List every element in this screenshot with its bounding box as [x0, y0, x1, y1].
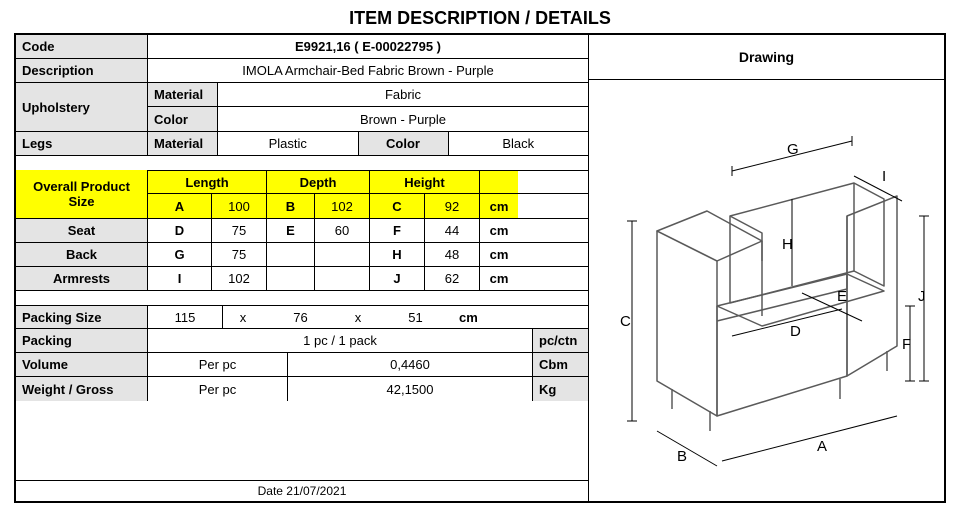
dim-G: G	[148, 243, 212, 266]
legs-mat-label: Material	[148, 132, 218, 155]
pack-x2: x	[338, 306, 378, 328]
volume-per: Per pc	[148, 353, 288, 376]
weight-value: 42,1500	[288, 377, 533, 401]
drawing-panel: Drawing	[589, 35, 944, 501]
dim-arm-label: Armrests	[16, 267, 148, 290]
date-row: Date 21/07/2021	[16, 480, 588, 501]
legs-label: Legs	[16, 132, 148, 155]
dim-D-val: 75	[212, 219, 267, 242]
dim-I: I	[148, 267, 212, 290]
uph-col-value: Brown - Purple	[218, 107, 588, 131]
svg-text:E: E	[837, 288, 847, 305]
legs-mat-value: Plastic	[218, 132, 359, 155]
svg-text:G: G	[787, 141, 799, 158]
dim-F: F	[370, 219, 425, 242]
svg-text:C: C	[620, 313, 631, 330]
dimension-table: Length Depth Height Overall Product Size…	[16, 170, 588, 291]
svg-text:H: H	[782, 236, 793, 253]
packing-unit: pc/ctn	[533, 329, 588, 352]
dim-E-val: 60	[315, 219, 370, 242]
svg-text:A: A	[817, 438, 827, 455]
dim-C: C	[370, 194, 425, 218]
pack-x1: x	[223, 306, 263, 328]
pack-H: 51	[378, 306, 453, 328]
dim-blank-1	[267, 243, 315, 266]
dim-unit-3: cm	[480, 243, 518, 266]
dim-blank-2	[315, 243, 370, 266]
dim-blank-3	[267, 267, 315, 290]
dim-I-val: 102	[212, 267, 267, 290]
dim-J-val: 62	[425, 267, 480, 290]
dim-G-val: 75	[212, 243, 267, 266]
legs-col-value: Black	[449, 132, 589, 155]
spec-sheet: Code E9921,16 ( E-00022795 ) Description…	[14, 33, 946, 503]
svg-text:B: B	[677, 448, 687, 465]
packing-label: Packing	[16, 329, 148, 352]
svg-text:I: I	[882, 168, 886, 185]
drawing-label: Drawing	[589, 35, 944, 80]
dim-H-val: 48	[425, 243, 480, 266]
weight-unit: Kg	[533, 377, 588, 401]
dim-overall-label: Overall Product Size	[16, 170, 148, 218]
dim-B: B	[267, 194, 315, 218]
dim-unit-1: cm	[480, 194, 518, 218]
dim-C-val: 92	[425, 194, 480, 218]
dim-depth-label: Depth	[267, 171, 370, 193]
code-value: E9921,16 ( E-00022795 )	[148, 35, 588, 58]
dim-A-val: 100	[212, 194, 267, 218]
svg-text:F: F	[902, 336, 911, 353]
pack-unit: cm	[453, 306, 588, 328]
dim-B-val: 102	[315, 194, 370, 218]
volume-label: Volume	[16, 353, 148, 376]
svg-text:J: J	[918, 288, 926, 305]
dim-back-label: Back	[16, 243, 148, 266]
weight-label: Weight / Gross	[16, 377, 148, 401]
uph-col-label: Color	[148, 107, 218, 131]
dim-unit-4: cm	[480, 267, 518, 290]
dim-H: H	[370, 243, 425, 266]
dim-height-label: Height	[370, 171, 480, 193]
dim-A: A	[148, 194, 212, 218]
volume-unit: Cbm	[533, 353, 588, 376]
dim-blank-4	[315, 267, 370, 290]
dim-unit-blank	[480, 171, 518, 193]
desc-value: IMOLA Armchair-Bed Fabric Brown - Purple	[148, 59, 588, 82]
packing-value: 1 pc / 1 pack	[148, 329, 533, 352]
uph-mat-label: Material	[148, 83, 218, 106]
desc-label: Description	[16, 59, 148, 82]
legs-col-label: Color	[359, 132, 449, 155]
weight-per: Per pc	[148, 377, 288, 401]
code-label: Code	[16, 35, 148, 58]
page-title: ITEM DESCRIPTION / DETAILS	[14, 8, 946, 29]
spec-left: Code E9921,16 ( E-00022795 ) Description…	[16, 35, 589, 501]
dim-D: D	[148, 219, 212, 242]
volume-value: 0,4460	[288, 353, 533, 376]
dim-E: E	[267, 219, 315, 242]
dim-unit-2: cm	[480, 219, 518, 242]
dim-seat-label: Seat	[16, 219, 148, 242]
dim-length-label: Length	[148, 171, 267, 193]
uph-label: Upholstery	[16, 83, 148, 131]
dim-F-val: 44	[425, 219, 480, 242]
armchair-diagram: G H I C B A D E F J	[602, 121, 932, 461]
pack-W: 76	[263, 306, 338, 328]
svg-text:D: D	[790, 323, 801, 340]
pack-L: 115	[148, 306, 223, 328]
uph-mat-value: Fabric	[218, 83, 588, 106]
pack-size-label: Packing Size	[16, 306, 148, 328]
dim-J: J	[370, 267, 425, 290]
